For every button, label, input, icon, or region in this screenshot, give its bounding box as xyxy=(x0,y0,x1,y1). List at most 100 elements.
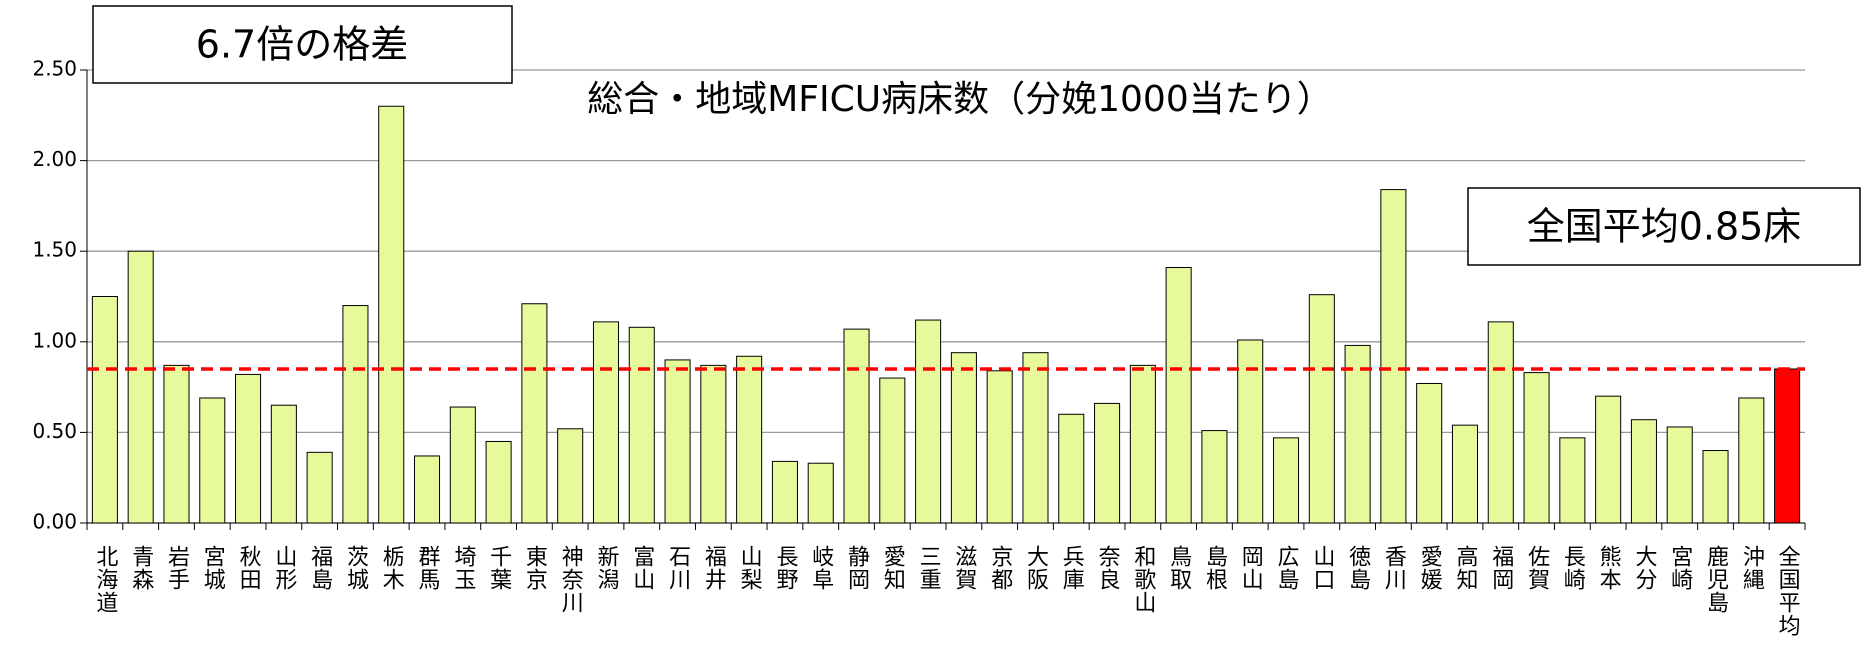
x-tick-label: 山形 xyxy=(271,545,297,591)
bar xyxy=(1559,437,1586,524)
x-tick-label: 愛媛 xyxy=(1417,545,1443,591)
bar xyxy=(664,359,691,524)
y-tick-label: 2.00 xyxy=(32,147,77,171)
x-tick-label: 高知 xyxy=(1452,545,1478,591)
x-tick-label: 東京 xyxy=(522,545,548,591)
x-tick-label: 青森 xyxy=(128,545,154,591)
x-tick-label: 栃木 xyxy=(379,545,405,591)
x-tick-label: 大阪 xyxy=(1023,545,1049,591)
x-tick-label: 徳島 xyxy=(1345,545,1371,591)
x-tick-label: 千葉 xyxy=(486,545,512,591)
bar xyxy=(807,462,834,524)
bar xyxy=(127,250,154,524)
bar xyxy=(1416,382,1443,524)
bar xyxy=(306,451,333,524)
x-tick-label: 島根 xyxy=(1202,545,1228,591)
bar xyxy=(1058,413,1085,524)
bar xyxy=(485,440,512,524)
bar xyxy=(557,428,584,524)
x-tick-label: 北海道 xyxy=(92,545,118,614)
x-tick-label: 岐阜 xyxy=(808,545,833,591)
bar xyxy=(1774,368,1801,524)
x-tick-label: 大分 xyxy=(1631,545,1657,591)
bar xyxy=(1308,294,1335,524)
bar xyxy=(342,305,369,524)
bar xyxy=(270,404,297,524)
x-tick-label: 長崎 xyxy=(1560,545,1585,591)
bar xyxy=(1738,397,1765,524)
bar xyxy=(1129,364,1156,524)
annotation: 6.7倍の格差 xyxy=(196,23,408,67)
x-tick-label: 佐賀 xyxy=(1524,545,1550,591)
bar xyxy=(843,328,870,524)
bar xyxy=(521,303,548,524)
x-tick-label: 神奈川 xyxy=(558,545,584,614)
x-tick-label: 福岡 xyxy=(1488,545,1514,591)
bar xyxy=(1201,430,1228,524)
bar xyxy=(235,373,262,524)
x-tick-label: 静岡 xyxy=(844,545,870,591)
x-tick-label: 兵庫 xyxy=(1059,545,1085,591)
x-tick-label: 新潟 xyxy=(593,545,619,591)
x-tick-label: 山口 xyxy=(1309,545,1334,591)
x-tick-label: 富山 xyxy=(629,545,654,591)
bar xyxy=(413,455,441,524)
x-tick-label: 三重 xyxy=(916,545,941,591)
bar xyxy=(1666,426,1693,524)
bar xyxy=(1344,344,1371,524)
x-tick-label: 広島 xyxy=(1274,545,1300,591)
x-tick-label: 群馬 xyxy=(415,545,441,591)
y-tick-label: 0.00 xyxy=(32,510,77,534)
x-tick-label: 長野 xyxy=(772,545,798,591)
x-tick-label: 岩手 xyxy=(164,545,190,591)
bar xyxy=(736,355,763,524)
x-tick-label: 京都 xyxy=(987,545,1013,591)
annotation-box xyxy=(92,5,513,84)
bar xyxy=(915,319,942,524)
bar xyxy=(950,352,977,524)
y-tick-label: 0.50 xyxy=(32,419,77,443)
chart-title: 総合・地域MFICU病床数（分娩1000当たり） xyxy=(587,79,1333,120)
x-tick-label: 滋賀 xyxy=(951,545,977,591)
x-tick-label: 鹿児島 xyxy=(1703,545,1729,614)
bar xyxy=(1630,419,1657,524)
bar xyxy=(592,321,620,524)
bar xyxy=(628,326,655,524)
x-tick-label: 全国平均 xyxy=(1775,545,1801,637)
x-tick-label: 山梨 xyxy=(737,545,763,591)
x-tick-label: 和歌山 xyxy=(1130,545,1156,614)
bar xyxy=(1523,372,1550,524)
x-tick-label: 奈良 xyxy=(1095,545,1121,591)
y-tick-label: 1.50 xyxy=(32,238,77,262)
x-tick-label: 福島 xyxy=(307,545,333,591)
x-tick-label: 茨城 xyxy=(343,545,369,591)
x-tick-label: 岡山 xyxy=(1238,545,1263,591)
bar xyxy=(199,397,226,524)
y-tick-label: 2.50 xyxy=(32,57,77,81)
bar xyxy=(1094,402,1121,524)
x-tick-label: 埼玉 xyxy=(450,545,476,591)
x-tick-label: 石川 xyxy=(665,545,691,591)
x-tick-label: 鳥取 xyxy=(1166,545,1192,591)
bar xyxy=(1595,395,1622,524)
x-tick-label: 愛知 xyxy=(880,545,906,591)
bar xyxy=(163,364,190,524)
bar xyxy=(700,364,727,524)
x-tick-label: 福井 xyxy=(701,545,727,591)
bar xyxy=(449,406,476,524)
bar xyxy=(1165,267,1192,524)
bar xyxy=(91,296,118,524)
annotation-box xyxy=(1467,187,1861,266)
x-tick-label: 宮城 xyxy=(200,545,226,591)
annotation: 全国平均0.85床 xyxy=(1527,205,1802,249)
x-tick-label: 沖縄 xyxy=(1739,545,1765,591)
x-tick-label: 熊本 xyxy=(1596,545,1622,591)
x-tick-label: 秋田 xyxy=(236,545,262,591)
bar xyxy=(1272,437,1300,524)
bar xyxy=(1451,424,1479,524)
bar xyxy=(986,370,1013,524)
bar xyxy=(771,460,798,524)
bar xyxy=(1022,352,1049,524)
bar xyxy=(378,105,405,524)
